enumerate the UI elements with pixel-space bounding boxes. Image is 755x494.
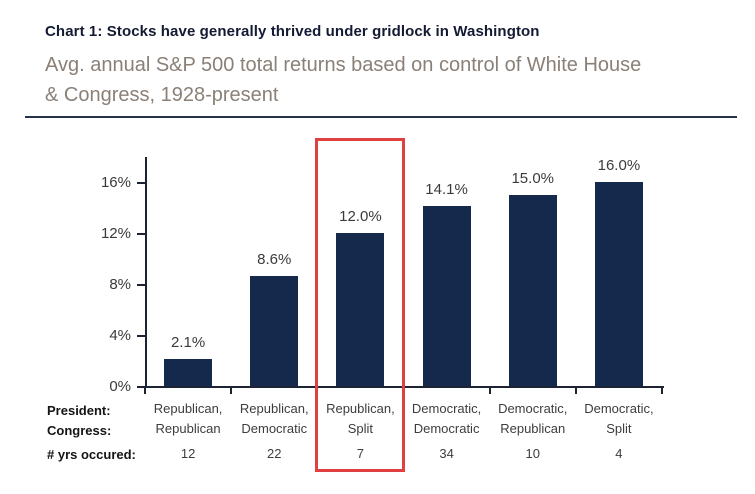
x-axis-tick bbox=[661, 386, 663, 394]
category-president-label: Democratic, bbox=[584, 401, 654, 416]
bar bbox=[422, 206, 471, 386]
bar-value-label: 8.6% bbox=[257, 251, 292, 269]
y-axis-tick bbox=[137, 335, 145, 337]
y-axis-tick-label: 4% bbox=[109, 327, 131, 344]
bar bbox=[250, 276, 299, 386]
chart-subtitle-line1: Avg. annual S&P 500 total returns based … bbox=[45, 54, 642, 76]
x-axis-tick bbox=[144, 386, 146, 394]
bar-value-label: 16.0% bbox=[597, 157, 641, 174]
y-axis-line bbox=[145, 157, 147, 388]
y-axis-tick bbox=[137, 284, 145, 286]
chart-subtitle-line2: & Congress, 1928-present bbox=[45, 84, 279, 106]
bar-value-label: 14.1% bbox=[425, 181, 468, 199]
category-congress-label: Republican bbox=[500, 421, 566, 436]
row-label-president: President: bbox=[47, 403, 111, 418]
category-years-value: 12 bbox=[180, 446, 196, 461]
y-axis-tick bbox=[137, 233, 145, 235]
row-label-congress: Congress: bbox=[47, 423, 112, 438]
x-axis-tick bbox=[488, 386, 491, 394]
x-axis-tick bbox=[574, 386, 577, 394]
chart-title: Chart 1: Stocks have generally thrived u… bbox=[45, 23, 540, 40]
category-congress-label: Democratic bbox=[413, 421, 480, 436]
header-divider bbox=[25, 116, 737, 118]
category-years-value: 34 bbox=[439, 446, 454, 461]
bar bbox=[508, 194, 557, 386]
category-years-value: 7 bbox=[356, 446, 365, 461]
category-congress-label: Democratic bbox=[241, 421, 308, 436]
category-congress-label: Split bbox=[347, 421, 374, 436]
bar-value-label: 15.0% bbox=[511, 169, 555, 187]
y-axis-tick-label: 0% bbox=[109, 378, 131, 395]
category-years-value: 10 bbox=[525, 446, 540, 461]
row-label-years-occurred: # yrs occured: bbox=[47, 447, 136, 462]
y-axis-tick bbox=[137, 386, 145, 388]
x-axis-tick bbox=[230, 386, 233, 394]
category-president-label: Democratic, bbox=[411, 401, 482, 416]
category-president-label: Democratic, bbox=[498, 401, 568, 416]
category-president-label: Republican, bbox=[153, 401, 223, 416]
y-axis-tick-label: 12% bbox=[100, 225, 131, 242]
category-president-label: Republican, bbox=[326, 401, 395, 416]
y-axis-tick-label: 16% bbox=[100, 174, 131, 191]
category-congress-label: Split bbox=[606, 421, 632, 436]
bar bbox=[164, 359, 213, 386]
bar-value-label: 2.1% bbox=[170, 334, 206, 352]
category-years-value: 22 bbox=[267, 446, 282, 461]
bar bbox=[336, 233, 385, 386]
highlight-box bbox=[315, 138, 406, 472]
bar-value-label: 12.0% bbox=[339, 208, 382, 225]
category-years-value: 4 bbox=[615, 446, 623, 461]
bar bbox=[594, 182, 643, 386]
y-axis-tick-label: 8% bbox=[109, 276, 131, 293]
y-axis-tick bbox=[137, 182, 145, 184]
category-congress-label: Republican bbox=[155, 421, 221, 436]
category-president-label: Republican, bbox=[239, 401, 309, 416]
